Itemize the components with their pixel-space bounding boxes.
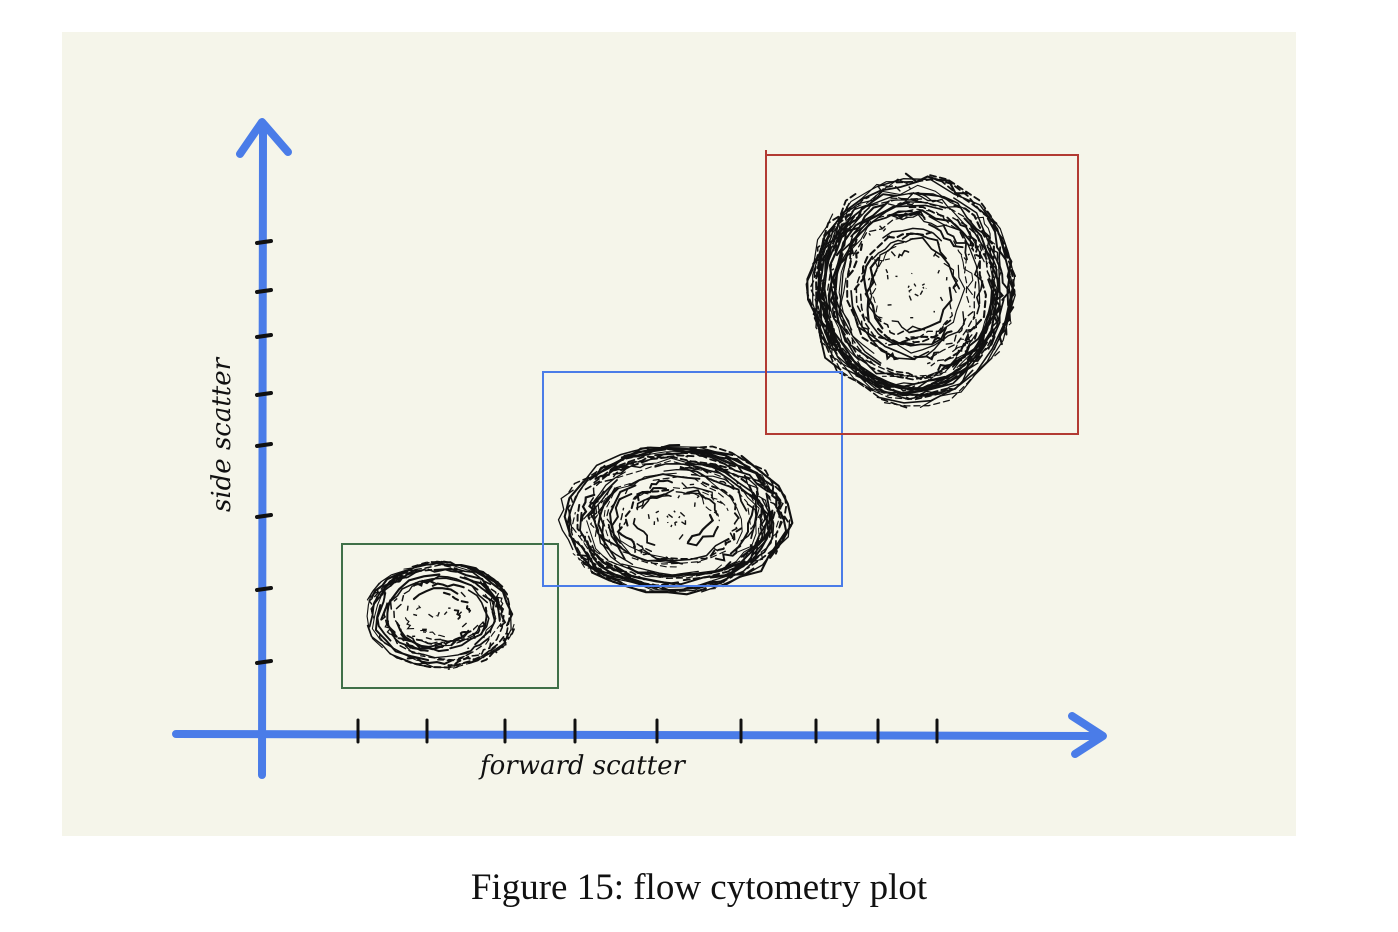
y-tick [257, 393, 271, 395]
y-axis-line [262, 130, 263, 775]
plot-background [62, 32, 1296, 836]
y-tick [257, 241, 271, 243]
y-tick [257, 661, 271, 663]
y-tick [257, 290, 271, 292]
y-axis-label: side scatter [207, 356, 237, 512]
y-tick [257, 444, 271, 446]
x-axis-line [176, 734, 1098, 736]
x-axis-label: forward scatter [478, 751, 686, 781]
figure-caption: Figure 15: flow cytometry plot [0, 866, 1398, 909]
y-tick [257, 515, 271, 517]
y-tick [257, 588, 271, 590]
y-tick [257, 335, 271, 337]
